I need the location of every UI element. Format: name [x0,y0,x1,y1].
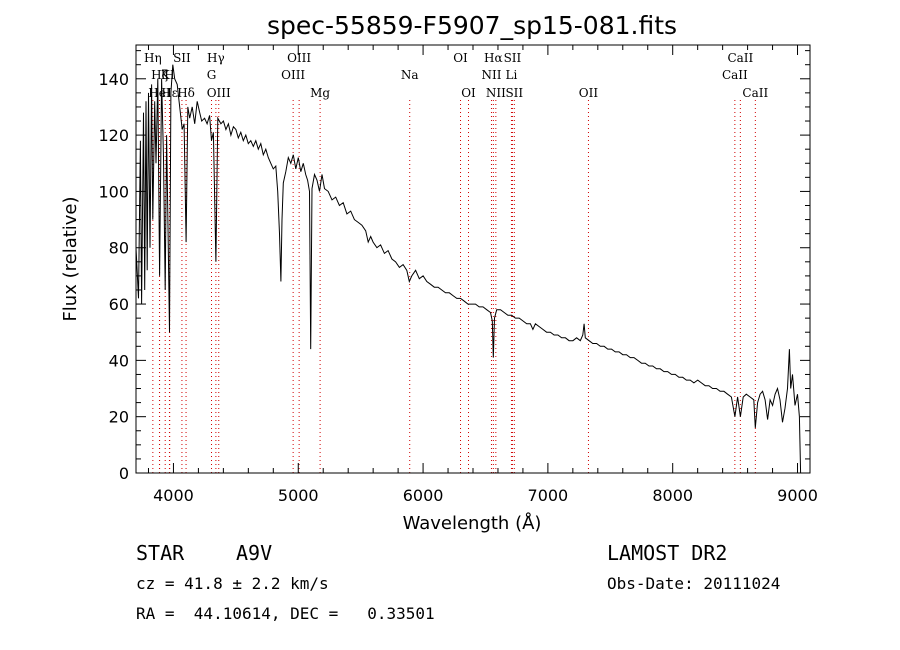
line-label-22: Li [506,68,518,82]
line-label-15: Na [401,68,419,82]
object-subclass: A9V [236,541,273,565]
line-label-17: OI [461,86,476,100]
spectrum-line [135,64,802,474]
line-label-14: Mg [310,86,330,100]
coordinates: RA = 44.10614, DEC = 0.33501 [136,604,435,623]
survey-name: LAMOST DR2 [607,541,728,565]
line-label-20: SII [504,51,522,65]
line-label-8: H [164,68,174,82]
y-tick-label: 100 [98,182,129,201]
y-tick-label: 60 [109,295,129,314]
y-tick-label: 20 [109,408,129,427]
plot-frame [135,44,811,474]
y-tick-label: 140 [98,70,129,89]
x-tick-label: 7000 [528,486,569,505]
observation-date: Obs-Date: 20111024 [607,574,781,593]
x-axis-title: Wavelength (Å) [403,512,542,534]
x-tick-label: 8000 [652,486,693,505]
line-label-21: SII [505,86,523,100]
x-axis: 4000 5000 6000 7000 8000 9000 [147,45,818,505]
line-label-25: CaII [727,51,753,65]
redshift-velocity: cz = 41.8 ± 2.2 km/s [136,574,329,593]
y-axis: 0 20 40 60 80 100 120 140 [98,50,810,483]
line-label-7: K [161,68,171,82]
line-label-16: OI [453,51,468,65]
line-label-0: Hη [144,51,162,65]
x-tick-label: 6000 [403,486,444,505]
line-label-24: CaII [722,68,748,82]
line-label-18: NII [481,68,501,82]
x-tick-label: 4000 [153,486,194,505]
y-tick-label: 120 [98,126,129,145]
line-label-1: Hδ [177,86,195,100]
x-tick-label: 5000 [278,486,319,505]
y-tick-label: 40 [109,351,129,370]
chart-title: spec-55859-F5907_sp15-081.fits [267,11,677,40]
line-label-19: NII [486,86,506,100]
line-label-12: OIII [281,68,305,82]
spectral-line-markers [152,100,756,473]
line-label-10: G [207,68,217,82]
y-tick-label: 0 [119,464,129,483]
y-axis-title: Flux (relative) [60,196,81,321]
line-label-4: Hζ [151,68,168,82]
line-label-3: Hα [484,51,503,65]
line-label-9: SII [173,51,191,65]
line-label-6: HeI [148,86,171,100]
x-tick-label: 9000 [777,486,818,505]
line-label-26: CaII [742,86,768,100]
line-label-2: Hγ [207,51,225,65]
line-label-13: OIII [287,51,311,65]
line-label-11: OIII [207,86,231,100]
y-tick-label: 80 [109,239,129,258]
line-label-5: Hε [161,86,178,100]
object-class: STAR [136,541,185,565]
line-label-23: OII [579,86,599,100]
